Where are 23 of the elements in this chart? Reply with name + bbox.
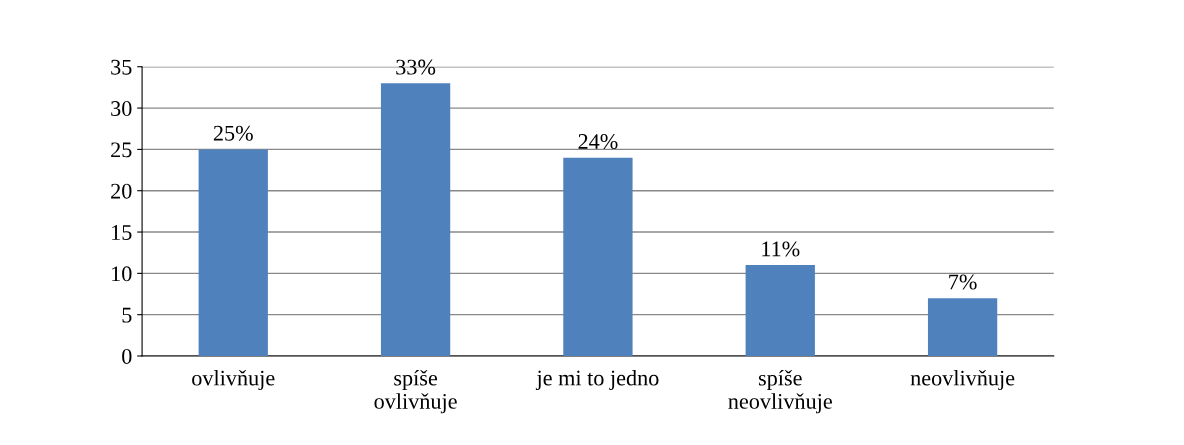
x-tick-label: neovlivňuje xyxy=(910,369,1015,391)
data-label: 24% xyxy=(578,133,618,150)
x-tick-label: spíše neovlivňuje xyxy=(728,369,832,414)
y-tick-label: 35 xyxy=(111,59,132,75)
data-label: 7% xyxy=(949,274,977,290)
data-label: 25% xyxy=(213,125,253,141)
bar xyxy=(563,157,633,356)
y-tick-label: 0 xyxy=(122,348,132,364)
y-tick-label: 15 xyxy=(112,225,132,240)
y-tick-label: 5 xyxy=(122,307,132,323)
bar xyxy=(745,265,815,356)
bar xyxy=(927,298,998,356)
bar xyxy=(198,149,268,356)
y-tick-label: 20 xyxy=(111,183,132,199)
x-tick-label: je mi to jedno xyxy=(535,369,659,391)
x-tick-label: ovlivňuje xyxy=(192,369,275,391)
x-tick-label: spíše ovlivňuje xyxy=(374,369,457,414)
bar xyxy=(380,83,451,356)
data-label: 11% xyxy=(762,241,800,257)
data-label: 33% xyxy=(396,59,436,75)
y-tick-label: 10 xyxy=(112,266,132,282)
y-tick-label: 25 xyxy=(111,142,132,158)
y-tick-label: 30 xyxy=(111,101,132,116)
